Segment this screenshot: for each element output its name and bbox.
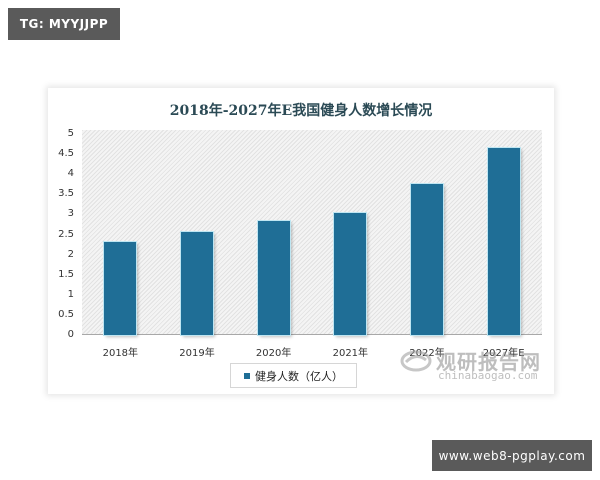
y-tick-label: 4	[67, 168, 74, 180]
bar-2	[257, 220, 290, 335]
bar-0	[104, 242, 137, 335]
y-tick-label: 3	[67, 208, 74, 220]
y-tick-label: 5	[67, 128, 74, 139]
chinabaogao-logo-icon	[400, 350, 432, 372]
x-tick-label: 2020年	[255, 348, 292, 359]
x-tick-label: 2027年E	[482, 348, 525, 359]
x-tick-label: 2019年	[179, 348, 215, 359]
y-tick-label: 4.5	[58, 148, 74, 160]
watermark-badge-top-left: TG: MYYJJPP	[8, 8, 120, 40]
x-tick-label: 2018年	[102, 348, 139, 359]
y-tick-label: 3.5	[58, 188, 74, 200]
bar-4	[411, 183, 443, 335]
source-watermark: 观研报告网 chinabaogao.com	[400, 346, 550, 386]
bar-3	[334, 213, 367, 335]
bar-5	[487, 148, 520, 335]
y-tick-label: 0	[67, 329, 74, 340]
y-tick-label: 1.5	[58, 268, 74, 280]
chart-title: 2018年-2027年E我国健身人数增长情况	[169, 103, 433, 119]
legend-swatch-icon	[244, 372, 250, 379]
y-tick-label: 0.5	[58, 308, 74, 320]
legend-label: 健身人数（亿人）	[255, 369, 343, 383]
watermark-badge-bottom-right: www.web8-pgplay.com	[432, 440, 592, 471]
x-tick-label: 2022年	[409, 348, 445, 359]
legend: 健身人数（亿人）	[230, 363, 357, 388]
x-tick-label: 2021年	[332, 348, 369, 359]
y-tick-label: 1	[67, 288, 74, 300]
watermark-cn-text: 观研报告网	[436, 350, 541, 374]
bar-1	[181, 232, 213, 335]
y-tick-label: 2.5	[58, 228, 74, 240]
y-tick-label: 2	[67, 248, 74, 260]
plot-area	[82, 130, 542, 335]
watermark-en-text: chinabaogao.com	[438, 369, 538, 382]
x-axis-line	[82, 334, 542, 335]
chart-card: 2018年-2027年E我国健身人数增长情况 0 0.5 1 1.5 2 2.5 3 3.5 4…	[48, 88, 554, 394]
